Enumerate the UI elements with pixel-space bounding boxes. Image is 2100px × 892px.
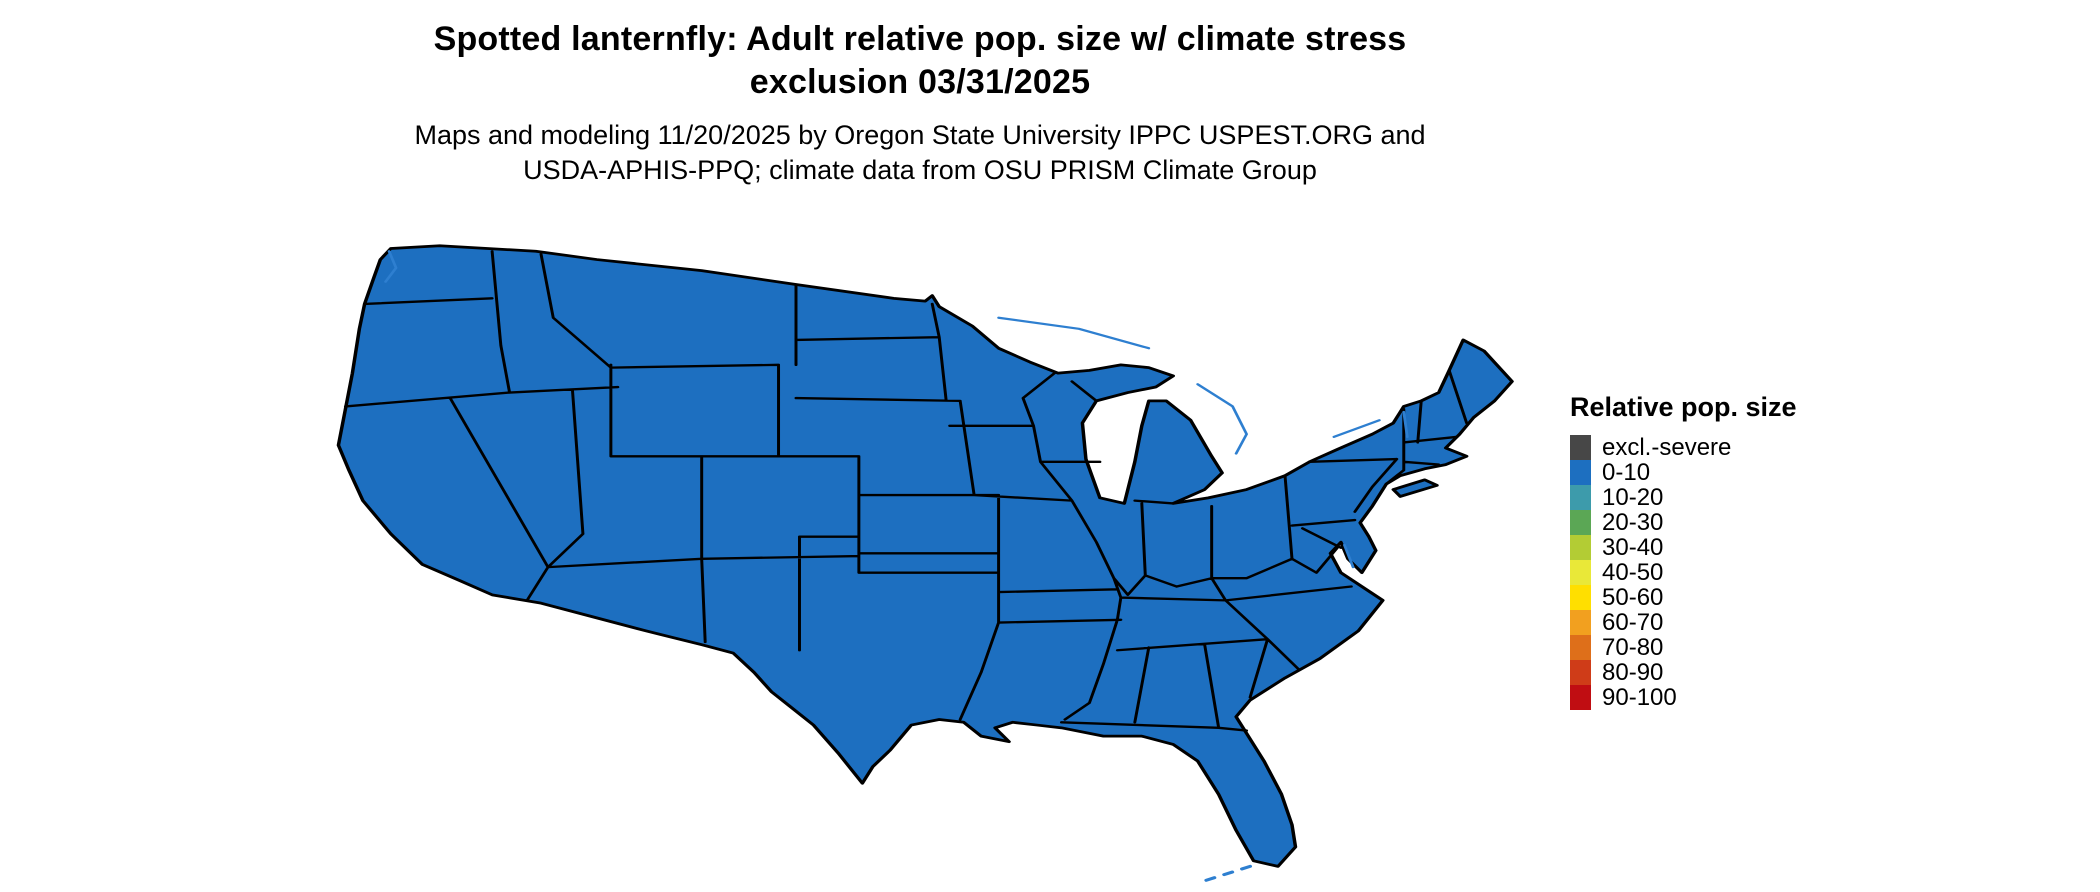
legend-item: 20-30 bbox=[1570, 508, 1830, 536]
legend-swatch bbox=[1570, 635, 1591, 660]
legend-label: 0-10 bbox=[1602, 458, 1651, 486]
legend-item: 40-50 bbox=[1570, 558, 1830, 586]
legend-label: 60-70 bbox=[1602, 608, 1664, 636]
legend-item: 10-20 bbox=[1570, 483, 1830, 511]
legend-swatch bbox=[1570, 435, 1591, 460]
legend-item: 70-80 bbox=[1570, 633, 1830, 661]
legend-item: 90-100 bbox=[1570, 683, 1830, 711]
legend-swatch bbox=[1570, 535, 1591, 560]
state-borders bbox=[343, 250, 1469, 732]
long-island bbox=[1391, 478, 1439, 498]
map-attribution: Maps and modeling 11/20/2025 by Oregon S… bbox=[300, 118, 1540, 188]
legend-label: 80-90 bbox=[1602, 658, 1664, 686]
legend-label: 40-50 bbox=[1602, 558, 1664, 586]
subtitle-line-1: Maps and modeling 11/20/2025 by Oregon S… bbox=[414, 120, 1426, 150]
legend-label: 50-60 bbox=[1602, 583, 1664, 611]
legend-label: 20-30 bbox=[1602, 508, 1664, 536]
legend-label: 10-20 bbox=[1602, 483, 1664, 511]
florida-keys bbox=[1195, 864, 1253, 883]
legend-swatch bbox=[1570, 660, 1591, 685]
legend-swatch bbox=[1570, 685, 1591, 710]
legend-swatch bbox=[1570, 585, 1591, 610]
legend-rows: excl.-severe 0-10 10-20 20-30 30-40 40-50 50-6… bbox=[1570, 433, 1830, 711]
legend-swatch bbox=[1570, 610, 1591, 635]
us-choropleth-map bbox=[300, 218, 1540, 883]
legend-swatch bbox=[1570, 460, 1591, 485]
legend-item: 60-70 bbox=[1570, 608, 1830, 636]
legend-item: 80-90 bbox=[1570, 658, 1830, 686]
legend-item: 50-60 bbox=[1570, 583, 1830, 611]
legend-title: Relative pop. size bbox=[1570, 392, 1797, 422]
legend-swatch bbox=[1570, 510, 1591, 535]
title-line-1: Spotted lanternfly: Adult relative pop. … bbox=[433, 20, 1407, 58]
page-title: Spotted lanternfly: Adult relative pop. … bbox=[300, 18, 1540, 103]
us-landmass bbox=[336, 244, 1514, 868]
legend-label: excl.-severe bbox=[1602, 433, 1732, 461]
legend-item: 0-10 bbox=[1570, 458, 1830, 486]
legend-item: 30-40 bbox=[1570, 533, 1830, 561]
water-features bbox=[384, 250, 1409, 569]
legend-label: 70-80 bbox=[1602, 633, 1664, 661]
map-legend: Relative pop. size excl.-severe 0-10 10-20… bbox=[1570, 392, 1830, 711]
title-line-2: exclusion 03/31/2025 bbox=[749, 62, 1091, 101]
legend-swatch bbox=[1570, 485, 1591, 510]
legend-item: excl.-severe bbox=[1570, 433, 1830, 461]
legend-swatch bbox=[1570, 560, 1591, 585]
subtitle-line-2: USDA-APHIS-PPQ; climate data from OSU PR… bbox=[523, 155, 1317, 186]
legend-label: 90-100 bbox=[1602, 683, 1677, 711]
legend-label: 30-40 bbox=[1602, 533, 1664, 561]
us-map-svg bbox=[336, 244, 1514, 883]
